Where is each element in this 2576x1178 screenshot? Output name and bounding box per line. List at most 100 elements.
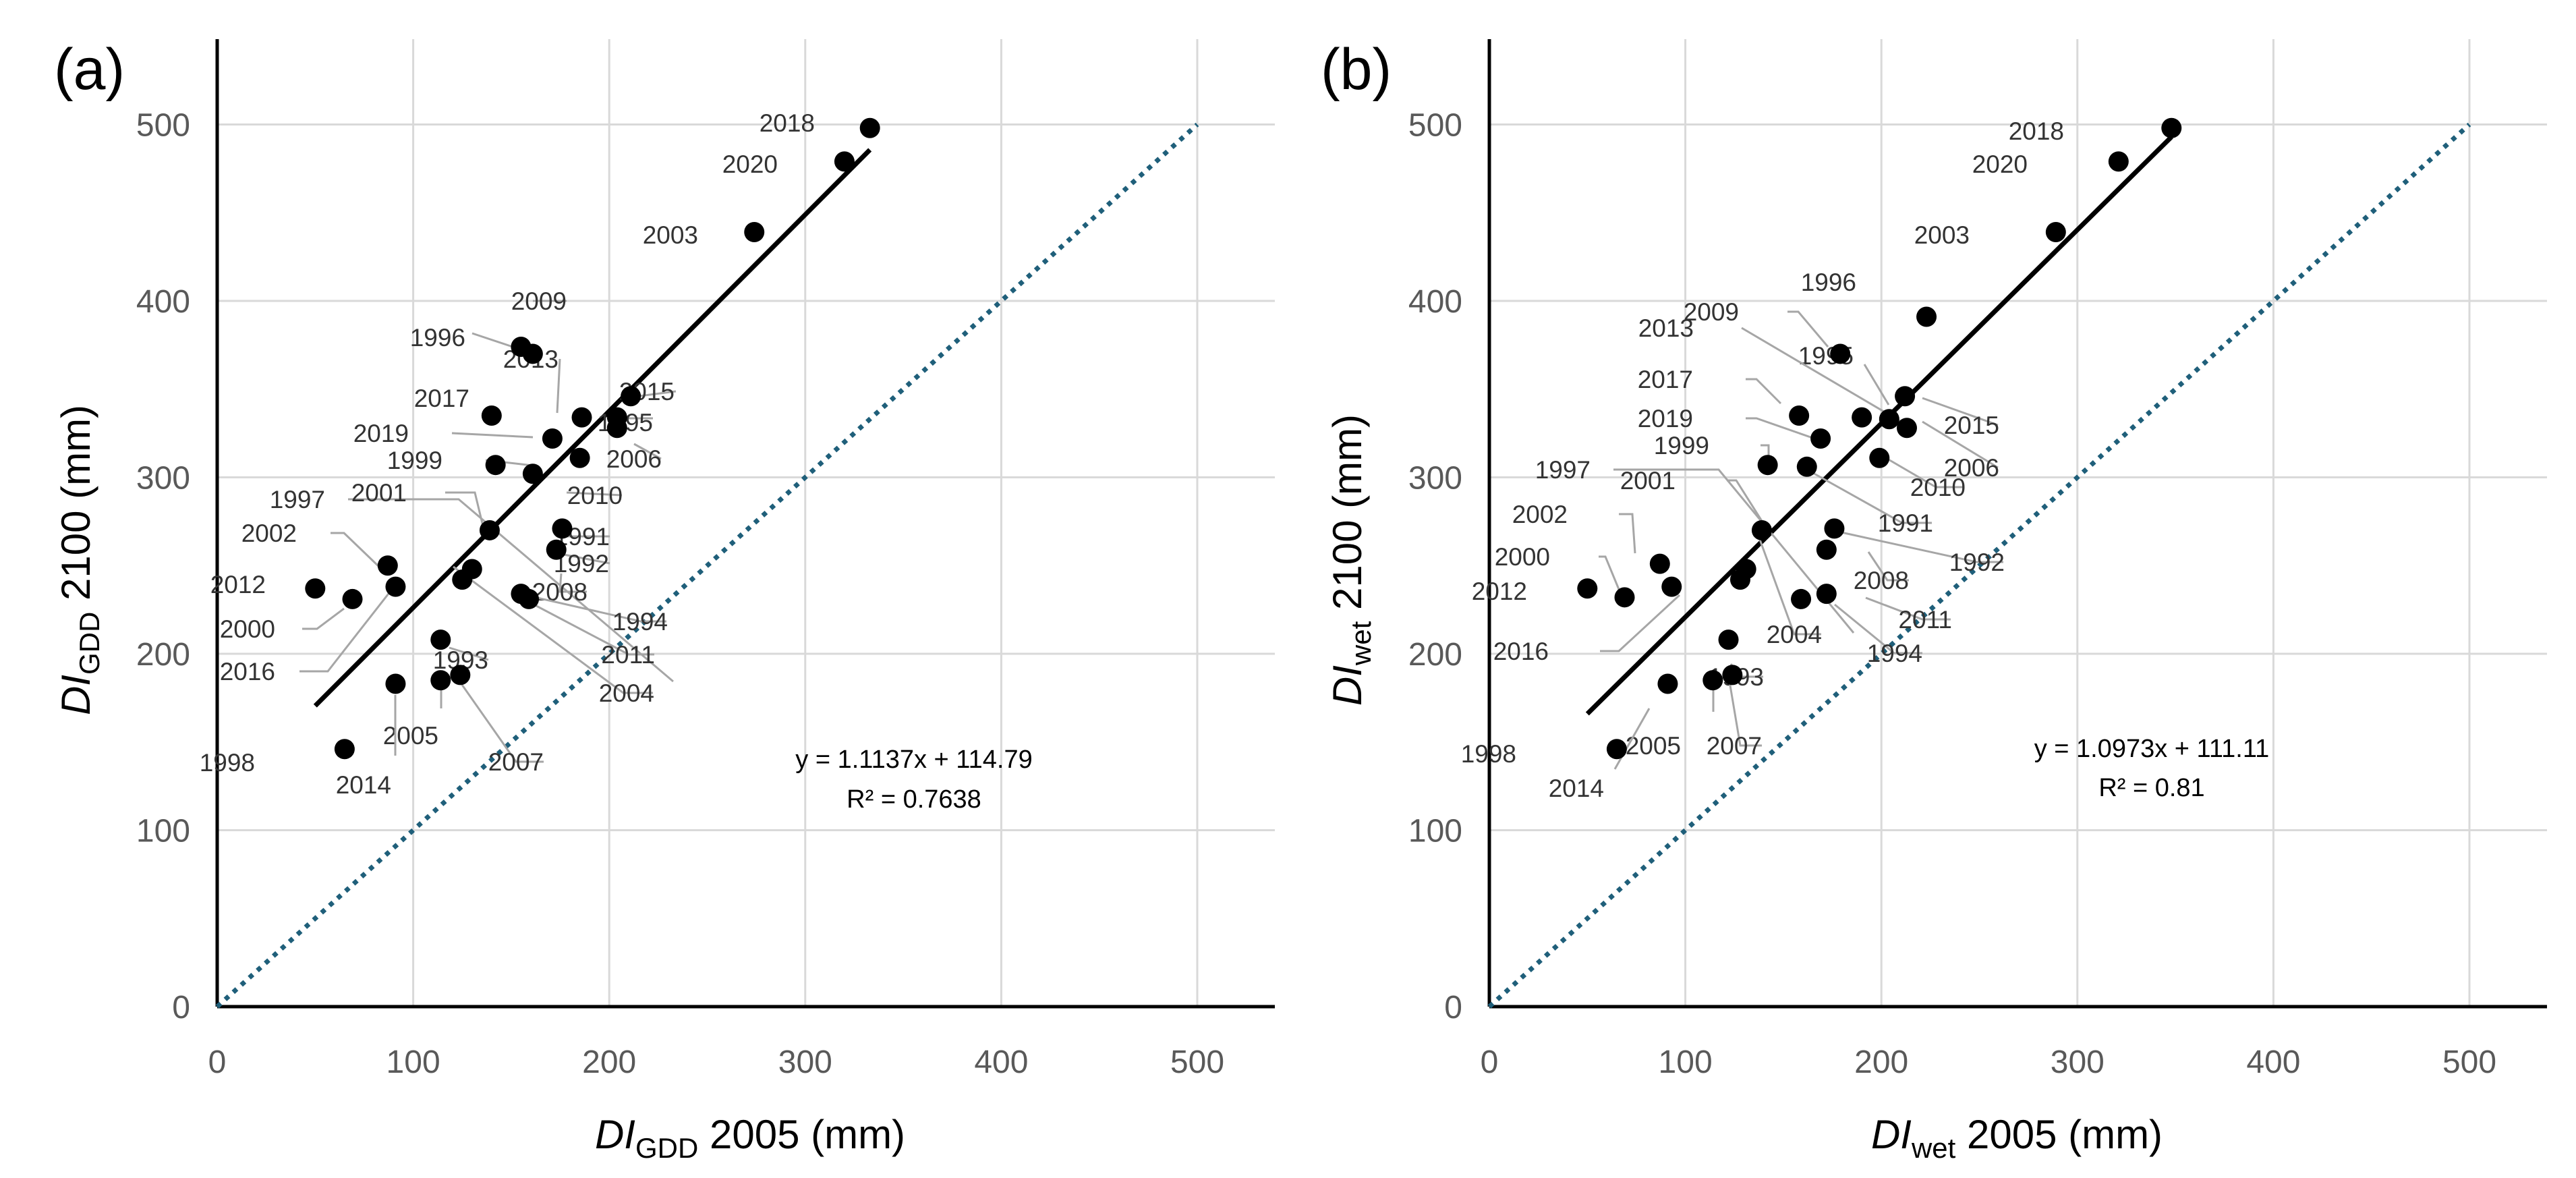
leader-line-1991 [1811,471,1932,524]
point-label-2002: 2002 [1512,501,1568,528]
point-label-2007: 2007 [488,748,544,776]
leader-line-2004 [1755,530,1821,636]
y-tick-label: 400 [1408,284,1462,320]
data-point-2010 [569,447,590,468]
leader-line-1995 [1863,364,1890,405]
leader-line-2002 [331,532,380,568]
panel-b: 0 100 200 300 400 500 0 100 200 300 400 500 2018 2020… [1321,37,2547,1164]
y-tick-label: 500 [1408,108,1462,144]
x-tick-label: 500 [2442,1044,2496,1080]
data-point-1993 [430,629,451,650]
data-point-2015 [621,386,641,407]
data-point-1999 [485,455,506,476]
point-label-2001: 2001 [1620,467,1676,495]
one-to-one-line [215,122,1199,1009]
point-label-2017: 2017 [414,385,469,412]
leader-line-2010 [1887,457,1964,488]
point-label-2014: 2014 [336,771,391,799]
point-label-1999: 1999 [1654,432,1709,459]
point-label-2000: 2000 [220,615,275,643]
leader-line-2000 [302,607,345,630]
point-labels: 2018202020032009199620132015201719952019… [200,109,815,799]
data-point-1999 [1757,455,1778,476]
data-point-2018 [859,117,880,138]
data-point-2012 [305,578,326,599]
data-point-2015 [1879,409,1899,430]
r-squared: R² = 0.81 [2098,774,2204,802]
x-axis-title: DIGDD 2005 (mm) [595,1112,905,1164]
y-tick-label: 100 [1408,814,1462,849]
leader-line-2017 [1746,378,1782,405]
point-label-2014: 2014 [1549,775,1604,802]
point-label-1998: 1998 [200,749,255,777]
x-tick-label: 400 [2246,1044,2300,1080]
point-label-2015: 2015 [1944,412,1999,439]
data-point-2005 [1702,670,1723,691]
leader-line-2015 [1922,397,1999,426]
data-point-1991 [1796,456,1817,477]
leader-line-1999 [1761,444,1770,459]
leader-line-1994 [519,592,666,623]
leader-line-1993 [449,646,489,661]
data-point-2020 [2108,151,2129,172]
point-label-2002: 2002 [241,520,297,547]
x-tick-label: 300 [2051,1044,2105,1080]
data-points [305,117,880,760]
data-point-2003 [744,222,765,243]
y-tick-label: 100 [136,814,190,849]
panel-label: (a) [54,37,125,102]
data-point-2014 [385,673,406,694]
data-point-2016 [1661,576,1682,597]
x-tick-label: 100 [1659,1044,1713,1080]
leader-line-2008 [1867,551,1909,582]
point-label-2017: 2017 [1638,366,1693,393]
data-point-2000 [1614,587,1635,608]
point-label-2009: 2009 [511,287,567,315]
leader-line-2009 [1787,310,1829,347]
leader-line-2007 [1728,681,1762,747]
data-point-2019 [1810,428,1831,449]
leader-line-1994 [1834,603,1922,654]
data-point-1997 [522,464,543,484]
point-label-2006: 2006 [1944,454,1999,482]
point-label-2008: 2008 [1854,567,1909,594]
point-label-2007: 2007 [1707,732,1762,760]
point-label-2001: 2001 [351,479,407,507]
point-label-1991: 1991 [1878,509,1933,537]
leader-line-1997 [348,498,674,683]
y-tick-label: 200 [1408,637,1462,673]
y-axis-title: DIGDD 2100 (mm) [53,405,105,715]
data-point-2019 [542,428,563,449]
data-point-2001 [479,520,500,540]
data-point-2007 [1722,665,1743,685]
leader-line-2010 [566,491,623,497]
leader-line-2006 [1922,420,1999,469]
leader-line-2008 [559,573,587,593]
x-tick-label: 0 [208,1044,227,1080]
point-label-2008: 2008 [532,578,588,606]
leader-line-1992 [563,553,610,565]
r-squared: R² = 0.7638 [847,785,981,814]
data-point-2016 [385,576,406,597]
data-point-1992 [546,539,567,560]
trendline-equation: y = 1.0973x + 111.11 [2034,735,2270,763]
point-label-2005: 2005 [1626,732,1681,760]
data-point-1998 [1606,739,1627,760]
y-tick-label: 500 [136,108,190,144]
data-point-2007 [450,665,471,685]
point-label-2020: 2020 [1972,150,2028,178]
point-label-2019: 2019 [1638,405,1693,432]
leader-line-2014 [1613,708,1651,770]
data-point-2012 [1577,578,1598,599]
point-labels: 2018202020031996200919952013201520172006… [1461,117,2064,802]
leader-line-2013 [1741,327,1903,424]
data-point-2010 [1869,447,1890,468]
data-point-1998 [334,739,355,760]
trendline [313,148,872,708]
panel-label: (b) [1321,37,1392,102]
point-label-1994: 1994 [612,608,668,636]
point-label-2010: 2010 [567,482,623,509]
data-point-2011 [519,588,540,609]
point-label-2010: 2010 [1910,474,1966,501]
